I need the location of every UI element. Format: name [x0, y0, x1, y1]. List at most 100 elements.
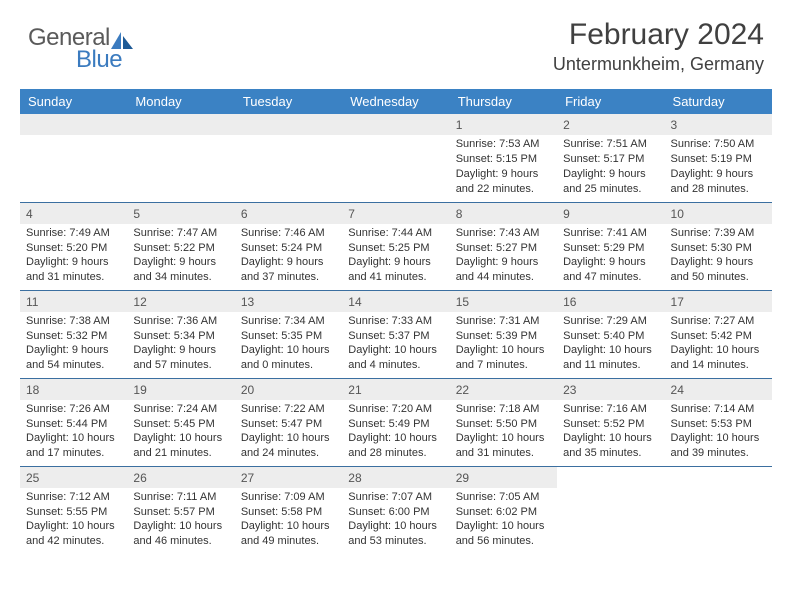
day-line: and 7 minutes. — [456, 358, 551, 373]
day-content: Sunrise: 7:18 AMSunset: 5:50 PMDaylight:… — [450, 400, 557, 465]
calendar-day-cell — [127, 114, 234, 202]
day-line: Sunset: 5:47 PM — [241, 417, 336, 432]
day-number: 16 — [557, 291, 664, 312]
day-line: Sunset: 6:00 PM — [348, 505, 443, 520]
day-line: Sunrise: 7:26 AM — [26, 402, 121, 417]
day-line: Daylight: 10 hours — [348, 431, 443, 446]
day-line: Sunset: 5:34 PM — [133, 329, 228, 344]
day-number-empty — [20, 114, 127, 135]
day-number: 18 — [20, 379, 127, 400]
calendar-day-cell — [235, 114, 342, 202]
weekday-header: Thursday — [450, 89, 557, 114]
day-line: Sunrise: 7:14 AM — [671, 402, 766, 417]
day-line: and 56 minutes. — [456, 534, 551, 549]
day-number: 3 — [665, 114, 772, 135]
day-line: Sunrise: 7:22 AM — [241, 402, 336, 417]
location: Untermunkheim, Germany — [553, 54, 764, 75]
day-number: 29 — [450, 467, 557, 488]
calendar-day-cell: 11Sunrise: 7:38 AMSunset: 5:32 PMDayligh… — [20, 290, 127, 378]
day-line: Sunrise: 7:27 AM — [671, 314, 766, 329]
day-line: Sunrise: 7:09 AM — [241, 490, 336, 505]
day-content: Sunrise: 7:34 AMSunset: 5:35 PMDaylight:… — [235, 312, 342, 377]
day-line: and 17 minutes. — [26, 446, 121, 461]
day-line: Daylight: 10 hours — [241, 343, 336, 358]
day-number: 15 — [450, 291, 557, 312]
day-number: 23 — [557, 379, 664, 400]
calendar-day-cell: 12Sunrise: 7:36 AMSunset: 5:34 PMDayligh… — [127, 290, 234, 378]
day-content: Sunrise: 7:16 AMSunset: 5:52 PMDaylight:… — [557, 400, 664, 465]
day-number: 21 — [342, 379, 449, 400]
day-line: and 31 minutes. — [26, 270, 121, 285]
day-line: Sunrise: 7:07 AM — [348, 490, 443, 505]
calendar-day-cell: 29Sunrise: 7:05 AMSunset: 6:02 PMDayligh… — [450, 466, 557, 554]
day-line: Sunrise: 7:50 AM — [671, 137, 766, 152]
day-line: Sunrise: 7:44 AM — [348, 226, 443, 241]
day-line: and 28 minutes. — [348, 446, 443, 461]
day-line: Daylight: 9 hours — [133, 343, 228, 358]
day-content: Sunrise: 7:39 AMSunset: 5:30 PMDaylight:… — [665, 224, 772, 289]
day-number: 10 — [665, 203, 772, 224]
day-line: Daylight: 10 hours — [348, 343, 443, 358]
day-number: 14 — [342, 291, 449, 312]
day-content: Sunrise: 7:24 AMSunset: 5:45 PMDaylight:… — [127, 400, 234, 465]
day-number: 6 — [235, 203, 342, 224]
day-content: Sunrise: 7:36 AMSunset: 5:34 PMDaylight:… — [127, 312, 234, 377]
day-number-empty — [665, 467, 772, 488]
day-line: Sunset: 5:52 PM — [563, 417, 658, 432]
day-line: Daylight: 9 hours — [671, 167, 766, 182]
day-line: Sunset: 5:27 PM — [456, 241, 551, 256]
day-line: Daylight: 10 hours — [26, 519, 121, 534]
day-number-empty — [127, 114, 234, 135]
calendar-day-cell: 18 Sunrise: 7:26 AMSunset: 5:44 PMDayligh… — [20, 378, 127, 466]
calendar-day-cell — [557, 466, 664, 554]
day-number: 25 — [20, 467, 127, 488]
day-line: Sunset: 5:39 PM — [456, 329, 551, 344]
day-number: 19 — [127, 379, 234, 400]
calendar-day-cell: 27Sunrise: 7:09 AMSunset: 5:58 PMDayligh… — [235, 466, 342, 554]
day-content: Sunrise: 7:05 AMSunset: 6:02 PMDaylight:… — [450, 488, 557, 553]
calendar-day-cell — [342, 114, 449, 202]
day-line: Daylight: 10 hours — [26, 431, 121, 446]
day-line: Sunset: 5:30 PM — [671, 241, 766, 256]
day-line: Sunset: 5:42 PM — [671, 329, 766, 344]
day-line: Sunrise: 7:34 AM — [241, 314, 336, 329]
day-line: Daylight: 9 hours — [133, 255, 228, 270]
day-content: Sunrise: 7:33 AMSunset: 5:37 PMDaylight:… — [342, 312, 449, 377]
day-number-empty — [342, 114, 449, 135]
day-line: and 25 minutes. — [563, 182, 658, 197]
day-line: and 46 minutes. — [133, 534, 228, 549]
day-number: 26 — [127, 467, 234, 488]
day-line: and 4 minutes. — [348, 358, 443, 373]
day-line: Sunrise: 7:49 AM — [26, 226, 121, 241]
day-line: and 11 minutes. — [563, 358, 658, 373]
day-line: Sunset: 5:37 PM — [348, 329, 443, 344]
day-content: Sunrise: 7:50 AMSunset: 5:19 PMDaylight:… — [665, 135, 772, 200]
day-content: Sunrise: 7:31 AMSunset: 5:39 PMDaylight:… — [450, 312, 557, 377]
day-line: Daylight: 10 hours — [563, 343, 658, 358]
day-line: Sunset: 5:17 PM — [563, 152, 658, 167]
day-line: Sunset: 5:40 PM — [563, 329, 658, 344]
day-line: Sunset: 6:02 PM — [456, 505, 551, 520]
day-line: Sunrise: 7:38 AM — [26, 314, 121, 329]
day-line: Daylight: 9 hours — [563, 255, 658, 270]
month-title: February 2024 — [553, 18, 764, 52]
day-line: and 42 minutes. — [26, 534, 121, 549]
calendar-week-row: 11Sunrise: 7:38 AMSunset: 5:32 PMDayligh… — [20, 290, 772, 378]
day-line: Sunset: 5:25 PM — [348, 241, 443, 256]
calendar-day-cell: 3Sunrise: 7:50 AMSunset: 5:19 PMDaylight… — [665, 114, 772, 202]
day-line: Daylight: 10 hours — [671, 431, 766, 446]
day-line: Sunset: 5:53 PM — [671, 417, 766, 432]
calendar-day-cell — [20, 114, 127, 202]
day-line: Sunrise: 7:16 AM — [563, 402, 658, 417]
day-content: Sunrise: 7:47 AMSunset: 5:22 PMDaylight:… — [127, 224, 234, 289]
day-line: Daylight: 10 hours — [348, 519, 443, 534]
day-number: 9 — [557, 203, 664, 224]
day-line: Daylight: 9 hours — [563, 167, 658, 182]
day-line: Sunrise: 7:39 AM — [671, 226, 766, 241]
day-number: 7 — [342, 203, 449, 224]
day-number: 27 — [235, 467, 342, 488]
calendar-day-cell: 9Sunrise: 7:41 AMSunset: 5:29 PMDaylight… — [557, 202, 664, 290]
calendar-day-cell: 14Sunrise: 7:33 AMSunset: 5:37 PMDayligh… — [342, 290, 449, 378]
day-line: Sunset: 5:44 PM — [26, 417, 121, 432]
day-line: Sunset: 5:35 PM — [241, 329, 336, 344]
